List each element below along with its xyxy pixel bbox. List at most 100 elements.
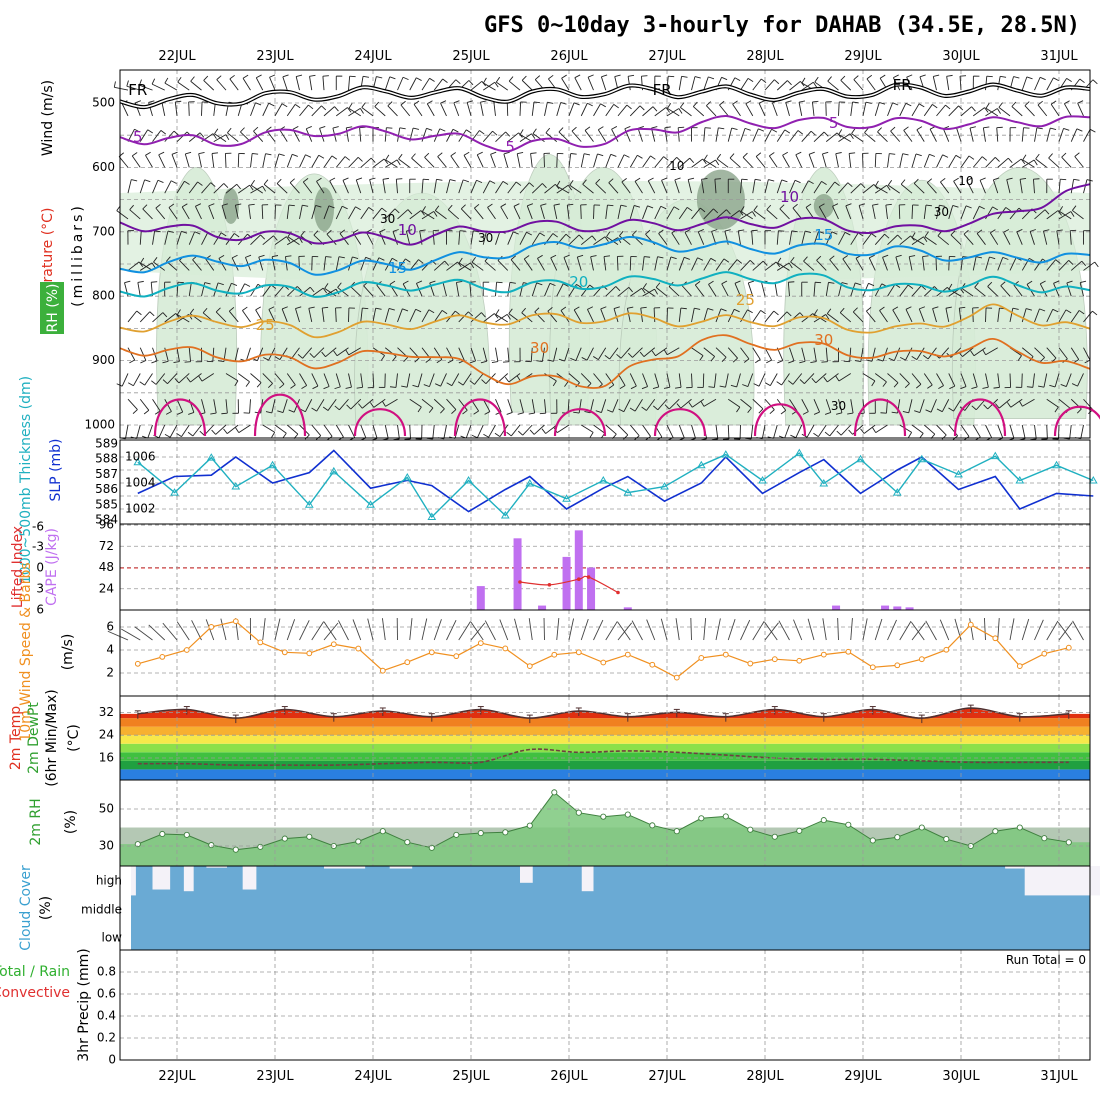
wind-barb-flag — [1011, 101, 1017, 107]
wind-barb — [360, 257, 367, 271]
wind-barb-flag — [346, 404, 352, 410]
wind-barb-flag — [652, 386, 659, 390]
wind-barb-flag — [1026, 308, 1033, 311]
wind10m-barb — [807, 618, 815, 641]
wind-barb-flag — [721, 280, 728, 285]
wind-barb — [1037, 104, 1048, 117]
wind-barb-flag — [577, 254, 584, 258]
wind-barb — [852, 311, 864, 323]
wind-barb-flag — [670, 256, 677, 260]
wind-barb — [773, 424, 778, 439]
wind-barb-flag — [997, 108, 1001, 114]
wind-barb — [874, 373, 887, 383]
wind-barb — [495, 399, 502, 413]
wind-barb — [308, 308, 313, 323]
wind-barb — [131, 155, 141, 168]
wind-barb — [680, 107, 692, 117]
wind-barb — [966, 180, 974, 194]
wind-barb-flag — [760, 310, 766, 315]
wind-barb — [274, 153, 280, 168]
wind-barb-flag — [198, 375, 203, 382]
wind-barb — [305, 399, 313, 412]
wind-barb — [1046, 77, 1054, 91]
temp-unit-label: (°C) — [66, 724, 82, 752]
wind-barb-flag — [790, 256, 795, 263]
wind-barb — [531, 183, 543, 194]
wind-barb — [417, 373, 423, 388]
wind-barb-flag — [758, 128, 764, 132]
wind-barb-flag — [124, 280, 131, 284]
wind-barb — [680, 398, 692, 409]
wind-barb-flag — [521, 307, 526, 314]
wind-barb — [1034, 127, 1038, 142]
wind-barb-flag — [788, 262, 793, 269]
wind-barb-flag — [992, 206, 998, 211]
wind-barb — [1046, 210, 1059, 220]
rh2m-point — [526, 822, 533, 829]
wind-barb — [411, 157, 423, 168]
wind10m-barb — [646, 619, 656, 641]
wind-barb-flag — [927, 384, 933, 389]
wind-barb-flag — [960, 386, 967, 390]
precip-tick: 0.8 — [97, 965, 116, 979]
wind-barb — [421, 309, 430, 323]
wind-barb — [1021, 127, 1024, 142]
wind-barb-flag — [505, 131, 511, 137]
thickness-tick: 589 — [95, 437, 118, 451]
wind-barb-flag — [288, 204, 295, 207]
wind-barb — [531, 232, 541, 245]
wind-barb — [136, 424, 141, 439]
wind-barb — [842, 258, 852, 271]
wind-barb — [201, 373, 214, 382]
wind-barb-flag — [1053, 77, 1059, 82]
wind-barb — [642, 106, 654, 117]
wind-barb-flag — [834, 181, 840, 186]
wind-barb-flag — [352, 256, 359, 260]
wind-barb — [643, 347, 656, 357]
wind-barb-flag — [893, 74, 899, 79]
wind-barb — [972, 107, 985, 117]
wind-barb — [893, 347, 901, 361]
wind-barb-flag — [240, 127, 245, 133]
wind-barb-flag — [979, 177, 986, 181]
wind-barb-flag — [983, 404, 989, 410]
wind-barb-flag — [392, 356, 397, 362]
wind-barb — [323, 205, 330, 220]
wind10m-barb — [1057, 622, 1072, 641]
wind-barb-flag — [576, 283, 582, 288]
wind-barb-flag — [162, 360, 169, 364]
slp-tick: 1006 — [125, 450, 156, 464]
wind10m-barb — [939, 619, 950, 641]
wind-barb-flag — [162, 379, 168, 385]
wind-barb — [237, 373, 250, 383]
wind-barb-flag — [322, 306, 329, 309]
wind-barb — [557, 424, 570, 434]
wind-barb-flag — [688, 177, 695, 180]
wind-barb-flag — [971, 106, 976, 112]
wind-barb-flag — [469, 360, 476, 364]
wind-barb — [948, 373, 956, 387]
wind-barb — [339, 398, 349, 411]
wind-barb — [963, 233, 974, 245]
wind-barb-flag — [563, 254, 570, 258]
wind-barb-flag — [274, 356, 281, 361]
wind-barb — [442, 282, 447, 297]
wind-barb-flag — [456, 280, 463, 283]
wind-barb-flag — [578, 234, 584, 240]
wind-barb — [985, 373, 989, 388]
wind-barb-flag — [402, 280, 409, 285]
wind-barb-flag — [402, 308, 409, 312]
wind-barb-flag — [913, 178, 919, 184]
wind-barb — [1046, 424, 1048, 440]
wind-barb-flag — [710, 356, 715, 362]
wind-barb — [580, 103, 588, 117]
pressure-tick: 500 — [92, 96, 115, 110]
wind10m-speed-point — [379, 667, 386, 674]
rh2m-point — [845, 821, 852, 828]
wind-barb — [474, 373, 484, 385]
date-label-bottom: 24JUL — [354, 1069, 392, 1084]
wind-barb-flag — [560, 102, 567, 105]
wind-barb-flag — [743, 358, 750, 363]
wind-barb — [574, 77, 582, 91]
wind-barb-flag — [468, 311, 474, 317]
